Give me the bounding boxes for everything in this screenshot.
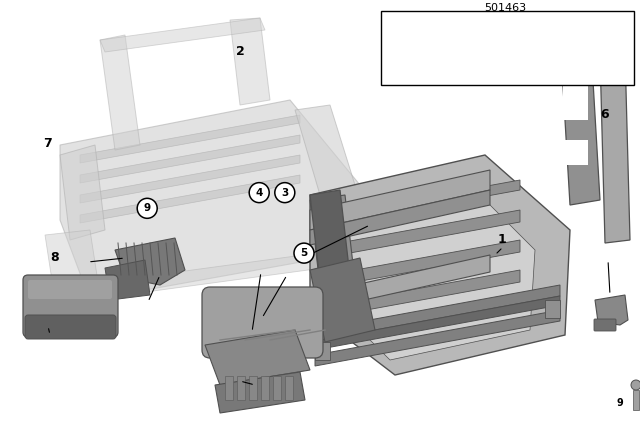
Polygon shape (328, 240, 520, 287)
Polygon shape (295, 105, 355, 195)
Circle shape (294, 243, 314, 263)
Polygon shape (60, 145, 105, 240)
Polygon shape (115, 238, 185, 285)
Polygon shape (328, 270, 520, 317)
Polygon shape (310, 195, 360, 330)
Polygon shape (100, 35, 140, 150)
Text: 1: 1 (498, 233, 507, 246)
Bar (237, 376, 245, 400)
Polygon shape (328, 180, 520, 225)
Text: 7: 7 (44, 137, 52, 150)
Bar (381, 11, 634, 85)
Text: 9: 9 (143, 203, 151, 213)
Text: 5: 5 (300, 248, 308, 258)
Bar (563, 140, 588, 165)
Polygon shape (310, 255, 490, 312)
Polygon shape (560, 30, 600, 205)
Polygon shape (45, 230, 100, 300)
Text: 9: 9 (616, 398, 623, 408)
Polygon shape (310, 258, 375, 342)
Bar (261, 376, 269, 400)
Bar (633, 390, 639, 410)
Polygon shape (230, 18, 270, 105)
Polygon shape (215, 372, 305, 413)
Bar (285, 376, 293, 400)
Text: 4: 4 (255, 188, 263, 198)
Polygon shape (80, 115, 300, 163)
Polygon shape (60, 100, 360, 300)
Text: 3: 3 (281, 188, 289, 198)
Polygon shape (595, 295, 628, 325)
Polygon shape (310, 190, 355, 325)
Polygon shape (325, 185, 535, 360)
FancyBboxPatch shape (23, 275, 118, 337)
Circle shape (275, 183, 295, 202)
Bar (273, 376, 281, 400)
Polygon shape (600, 52, 630, 243)
Bar (315, 342, 330, 360)
Circle shape (249, 183, 269, 202)
Ellipse shape (631, 380, 640, 390)
Bar (249, 376, 257, 400)
Polygon shape (310, 170, 490, 230)
Polygon shape (310, 185, 365, 260)
Polygon shape (328, 210, 520, 257)
Polygon shape (100, 18, 265, 52)
FancyBboxPatch shape (28, 280, 112, 299)
FancyBboxPatch shape (202, 287, 323, 358)
Circle shape (137, 198, 157, 218)
Bar (225, 376, 233, 400)
Polygon shape (315, 285, 560, 341)
Polygon shape (310, 190, 490, 245)
Bar (563, 80, 588, 120)
Text: 8: 8 (50, 251, 59, 264)
Polygon shape (80, 175, 300, 223)
Text: 6: 6 (600, 108, 609, 121)
Polygon shape (315, 296, 560, 350)
Polygon shape (105, 260, 150, 300)
Text: 2: 2 (236, 45, 244, 58)
Text: 501463: 501463 (484, 4, 527, 13)
Bar (545, 300, 560, 318)
FancyBboxPatch shape (594, 319, 616, 331)
Polygon shape (45, 250, 345, 305)
Polygon shape (310, 155, 570, 375)
Polygon shape (315, 310, 560, 366)
Polygon shape (80, 135, 300, 183)
Polygon shape (205, 330, 310, 385)
FancyBboxPatch shape (25, 315, 116, 339)
Polygon shape (80, 155, 300, 203)
